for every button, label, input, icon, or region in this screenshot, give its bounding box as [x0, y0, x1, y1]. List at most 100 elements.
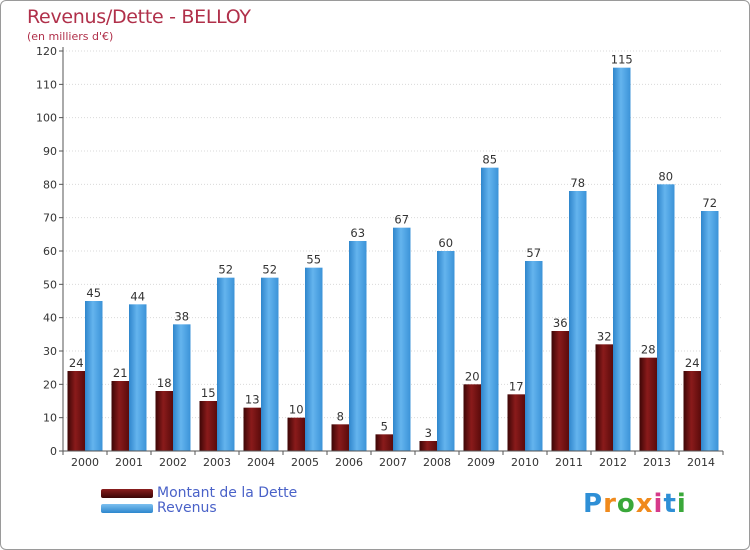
bar-dette [419, 441, 437, 451]
bar-dette [551, 331, 569, 451]
legend-label-revenus: Revenus [157, 500, 217, 516]
data-label-dette: 36 [553, 316, 568, 330]
logo-letter: r [603, 489, 617, 519]
y-tick-label: 10 [43, 412, 57, 425]
bar-dette [243, 407, 261, 451]
bar-revenus [85, 301, 103, 451]
chart-subtitle: (en milliers d'€) [27, 30, 114, 43]
bar-revenus [437, 251, 455, 451]
data-label-revenus: 78 [570, 176, 585, 190]
x-tick-label: 2007 [379, 456, 407, 469]
data-label-dette: 5 [381, 419, 388, 433]
bar-revenus [261, 277, 279, 451]
bar-revenus [129, 304, 147, 451]
bar-dette [199, 401, 217, 451]
data-label-dette: 32 [597, 329, 612, 343]
bar-dette [463, 384, 481, 451]
bar-dette [67, 371, 85, 451]
y-tick-label: 120 [36, 45, 57, 58]
x-tick-label: 2010 [511, 456, 539, 469]
bar-revenus [569, 191, 587, 451]
data-label-dette: 13 [245, 393, 260, 407]
data-label-dette: 20 [465, 369, 480, 383]
data-label-dette: 24 [685, 356, 700, 370]
bar-revenus [657, 184, 675, 452]
bar-revenus [349, 241, 367, 451]
data-label-revenus: 52 [218, 263, 233, 277]
data-label-revenus: 72 [702, 196, 717, 210]
y-tick-label: 100 [36, 112, 57, 125]
x-tick-label: 2014 [687, 456, 715, 469]
data-label-revenus: 45 [86, 286, 101, 300]
data-label-dette: 28 [641, 343, 656, 357]
data-label-revenus: 115 [611, 53, 633, 67]
y-tick-label: 60 [43, 245, 57, 258]
legend-item-debt: Montant de la Dette [101, 486, 361, 501]
y-tick-label: 80 [43, 178, 57, 191]
bar-revenus [217, 277, 235, 451]
y-tick-label: 50 [43, 278, 57, 291]
data-label-revenus: 44 [130, 289, 145, 303]
bar-revenus [393, 227, 411, 451]
bar-dette [375, 434, 393, 451]
x-tick-label: 2006 [335, 456, 363, 469]
logo-letter: i [676, 489, 687, 519]
bar-dette [155, 391, 173, 451]
data-label-revenus: 60 [438, 236, 453, 250]
bar-revenus [613, 67, 631, 452]
logo-letter: x [635, 489, 654, 519]
y-tick-label: 0 [50, 445, 57, 458]
data-label-revenus: 80 [658, 169, 673, 183]
x-tick-label: 2004 [247, 456, 275, 469]
data-label-revenus: 38 [174, 309, 189, 323]
y-tick-label: 30 [43, 345, 57, 358]
bar-dette [683, 371, 701, 451]
data-label-dette: 18 [157, 376, 172, 390]
x-tick-label: 2003 [203, 456, 231, 469]
x-tick-label: 2002 [159, 456, 187, 469]
logo-letter: P [583, 489, 604, 519]
bar-dette [331, 424, 349, 451]
legend-swatch-debt [101, 489, 153, 498]
data-label-revenus: 63 [350, 226, 365, 240]
bar-dette [639, 357, 657, 451]
y-tick-label: 90 [43, 145, 57, 158]
data-label-dette: 24 [69, 356, 84, 370]
legend-label-debt: Montant de la Dette [157, 485, 298, 501]
data-label-revenus: 52 [262, 263, 277, 277]
x-tick-label: 2005 [291, 456, 319, 469]
data-label-dette: 21 [113, 366, 128, 380]
data-label-revenus: 57 [526, 246, 541, 260]
bar-revenus [525, 261, 543, 451]
bar-revenus [173, 324, 191, 451]
bar-dette [287, 417, 305, 451]
data-label-dette: 8 [337, 409, 344, 423]
legend-item-revenus: Revenus [101, 501, 361, 516]
bar-revenus [305, 267, 323, 451]
y-tick-label: 110 [36, 78, 57, 91]
data-label-dette: 10 [289, 403, 304, 417]
data-label-revenus: 55 [306, 253, 321, 267]
logo-letter: i [653, 489, 664, 519]
data-label-dette: 17 [509, 379, 524, 393]
bar-revenus [701, 211, 719, 451]
data-label-dette: 3 [425, 426, 432, 440]
legend-swatch-revenus [101, 504, 153, 513]
x-tick-label: 2000 [71, 456, 99, 469]
x-tick-label: 2008 [423, 456, 451, 469]
x-tick-label: 2009 [467, 456, 495, 469]
bar-dette [507, 394, 525, 451]
data-label-dette: 15 [201, 386, 216, 400]
x-tick-label: 2001 [115, 456, 143, 469]
bar-revenus [481, 167, 499, 451]
logo-letter: t [663, 489, 677, 519]
y-tick-label: 40 [43, 312, 57, 325]
data-label-revenus: 67 [394, 213, 409, 227]
x-tick-label: 2013 [643, 456, 671, 469]
bar-dette [595, 344, 613, 451]
y-tick-label: 70 [43, 212, 57, 225]
y-tick-label: 20 [43, 378, 57, 391]
data-label-revenus: 85 [482, 153, 497, 167]
